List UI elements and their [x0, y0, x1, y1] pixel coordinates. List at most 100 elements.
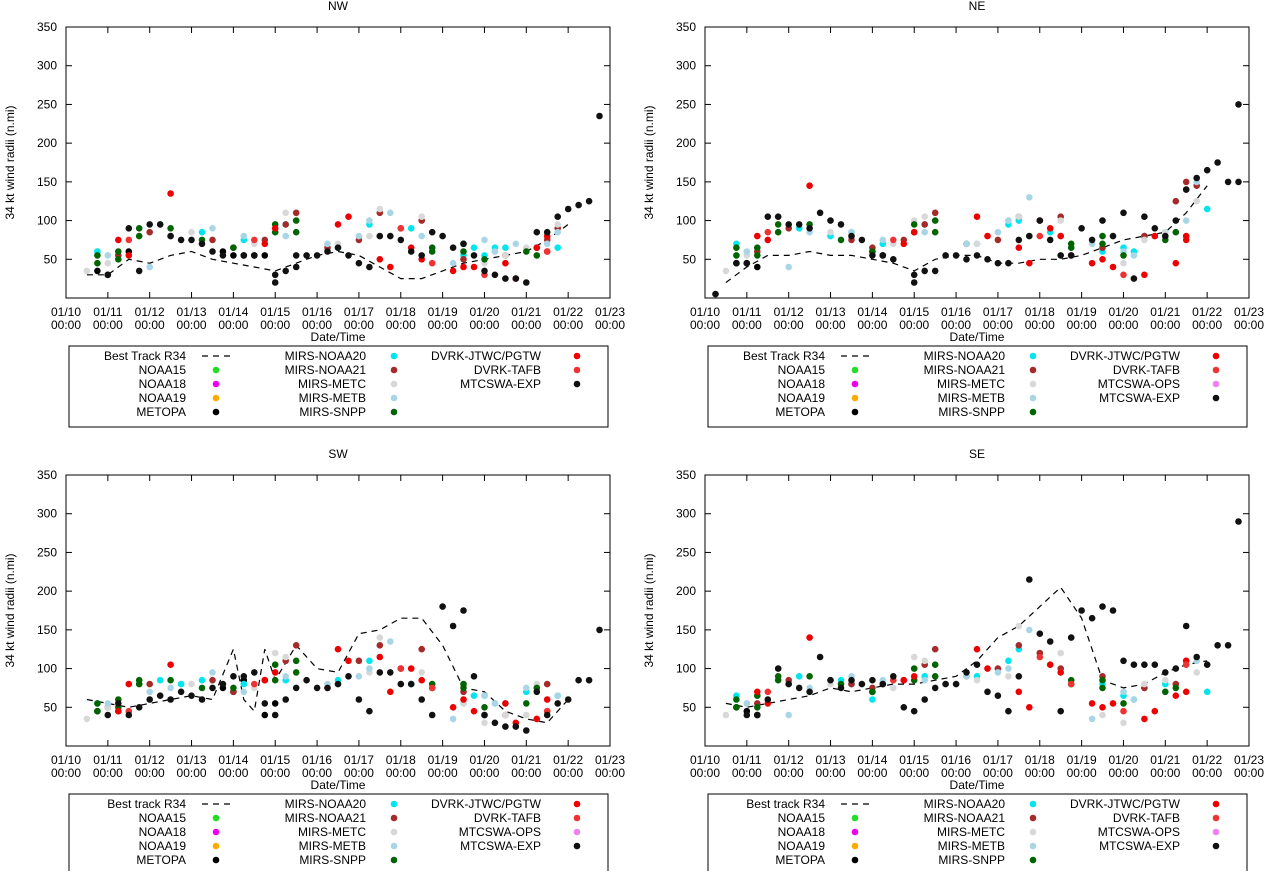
data-point	[1015, 236, 1023, 244]
data-point	[523, 248, 530, 255]
data-point	[418, 669, 426, 676]
data-point	[931, 684, 939, 692]
legend-label: NOAA19	[139, 839, 187, 853]
data-point	[502, 244, 509, 251]
legend-entry: MIRS-NOAA21	[285, 811, 398, 825]
plot-frame	[65, 26, 611, 299]
legend-label: DVRK-JTWC/PGTW	[431, 349, 542, 363]
legend-marker	[212, 856, 220, 864]
data-point	[973, 676, 981, 684]
x-tick-date: 01/16	[941, 305, 971, 319]
series-mirs-metc	[722, 622, 1200, 727]
x-axis-label: Date/Time	[311, 778, 366, 792]
legend-label: METOPA	[775, 405, 825, 419]
data-point	[135, 704, 143, 711]
legend-label: NOAA19	[778, 839, 826, 853]
legend-marker	[212, 380, 220, 388]
x-tick-time: 00:00	[1108, 766, 1138, 780]
x-tick-time: 00:00	[260, 766, 290, 780]
data-point	[722, 267, 730, 275]
data-point	[387, 209, 394, 217]
data-point	[397, 225, 405, 232]
legend-marker	[851, 814, 859, 822]
legend-entry: MIRS-NOAA21	[924, 811, 1037, 825]
legend-entry: MIRS-METC	[298, 825, 398, 839]
legend-marker	[1029, 856, 1037, 864]
plot-frame	[704, 26, 1250, 299]
best-track-line	[725, 185, 1208, 283]
data-point	[910, 673, 918, 680]
data-point	[449, 244, 457, 251]
legend-entry: MIRS-NOAA21	[924, 363, 1037, 377]
data-point	[177, 688, 185, 696]
legend-marker	[390, 828, 398, 836]
x-tick-time: 00:00	[857, 318, 887, 332]
data-point	[198, 240, 206, 248]
data-point	[334, 680, 342, 688]
panel-nw: NW3503002502001501005001/1000:0001/1100:…	[3, 0, 625, 428]
data-point	[334, 244, 342, 251]
y-tick-label: 350	[37, 20, 57, 34]
data-point	[774, 221, 782, 228]
legend-entry: MIRS-SNPP	[299, 853, 398, 867]
legend-label: DVRK-TAFB	[1113, 811, 1180, 825]
data-point	[1036, 653, 1044, 661]
y-tick-label: 200	[37, 584, 57, 598]
data-point	[355, 259, 363, 267]
x-tick-time: 00:00	[135, 318, 165, 332]
legend-label: NOAA15	[778, 363, 826, 377]
series-dvrk-jtwc-pgtw	[115, 645, 551, 727]
data-point	[1141, 680, 1148, 688]
data-point	[219, 252, 227, 259]
x-tick-date: 01/21	[511, 753, 541, 767]
data-point	[1235, 178, 1242, 186]
data-point	[1046, 638, 1054, 645]
data-point	[523, 684, 530, 692]
data-point	[428, 228, 436, 236]
data-point	[1046, 661, 1054, 668]
y-tick-label: 350	[37, 468, 57, 482]
data-point	[418, 232, 426, 240]
legend-label: MIRS-METB	[299, 391, 366, 405]
data-point	[1026, 232, 1033, 240]
series-dvrk-tafb	[764, 653, 1190, 715]
y-tick-label: 350	[676, 468, 696, 482]
x-tick-date: 01/15	[899, 753, 929, 767]
y-tick-label: 100	[37, 662, 57, 676]
legend-label: MTCSWA-EXP	[1099, 391, 1180, 405]
data-point	[449, 622, 457, 630]
y-axis-label: 34 kt wind radii (n.mi)	[642, 105, 656, 219]
data-point	[292, 657, 300, 665]
data-point	[1057, 232, 1064, 240]
x-tick-time: 00:00	[1108, 318, 1138, 332]
data-point	[1099, 217, 1106, 224]
data-point	[261, 676, 269, 684]
x-tick-date: 01/18	[386, 305, 416, 319]
data-point	[963, 255, 970, 263]
data-point	[1005, 217, 1012, 224]
x-tick-time: 00:00	[857, 766, 887, 780]
data-point	[491, 271, 499, 279]
legend-label: MIRS-METC	[937, 825, 1005, 839]
data-point	[764, 696, 772, 703]
data-point	[418, 252, 426, 259]
x-tick-date: 01/11	[732, 753, 761, 767]
data-point	[460, 248, 467, 255]
series-mtcswa-exp	[104, 603, 603, 734]
data-point	[533, 688, 541, 696]
legend-label: MIRS-METC	[298, 377, 366, 391]
series-metopa	[94, 676, 279, 719]
x-tick-date: 01/13	[177, 305, 207, 319]
data-point	[910, 221, 918, 228]
series-mirs-snpp	[94, 657, 541, 715]
data-point	[292, 263, 300, 271]
data-point	[1067, 680, 1075, 688]
data-point	[439, 603, 446, 610]
legend-label: MTCSWA-EXP	[1099, 839, 1180, 853]
data-point	[1130, 661, 1138, 668]
data-point	[1057, 669, 1064, 676]
data-point	[733, 252, 740, 259]
x-tick-date: 01/20	[1108, 753, 1138, 767]
data-point	[167, 684, 174, 692]
legend-entry: MIRS-SNPP	[938, 405, 1037, 419]
